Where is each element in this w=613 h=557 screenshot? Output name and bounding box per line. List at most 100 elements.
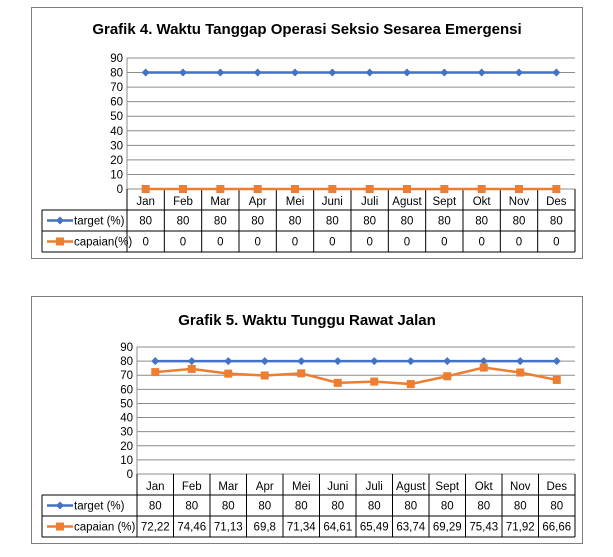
data-label: 74,46 — [177, 522, 206, 534]
category-label: Juni — [322, 196, 343, 208]
data-label: 69,29 — [433, 522, 462, 534]
data-label: 80 — [475, 216, 488, 228]
data-label: 0 — [478, 237, 484, 249]
legend-key-marker — [56, 216, 64, 225]
data-label: 80 — [185, 501, 198, 513]
y-tick-label: 50 — [120, 398, 133, 410]
category-label: Apr — [249, 196, 267, 208]
data-label: 63,74 — [396, 522, 425, 534]
data-label: 80 — [258, 501, 271, 513]
legend-key-marker — [56, 501, 64, 510]
chart-2-plot: 0 10 20 30 40 50 60 70 80 90 Jan Feb Mar Apr Mei Juni Ju… — [41, 342, 576, 538]
y-tick-label: 30 — [120, 427, 133, 439]
chart-panel-2: Grafik 5. Waktu Tunggu Rawat Jalan 0 10 20… — [31, 296, 583, 544]
data-label: 69,8 — [254, 522, 276, 534]
legend-key-marker — [56, 237, 64, 246]
data-point — [260, 371, 269, 380]
data-label: 71,34 — [287, 522, 316, 534]
data-label: 0 — [142, 237, 148, 249]
data-label: 80 — [326, 216, 339, 228]
data-label: 80 — [441, 501, 454, 513]
data-point — [297, 369, 306, 378]
category-label: Jan — [146, 481, 165, 493]
category-label: Sept — [432, 196, 456, 208]
y-tick-label: 10 — [110, 169, 123, 181]
data-point — [141, 185, 150, 193]
data-label: 72,22 — [141, 522, 170, 534]
chart-panel-1: Grafik 4. Waktu Tanggap Operasi Seksio S… — [31, 7, 583, 259]
legend-label: target (%) — [74, 501, 125, 513]
data-label: 0 — [553, 237, 559, 249]
data-label: 64,61 — [323, 522, 352, 534]
data-label: 80 — [222, 501, 235, 513]
category-label: Feb — [173, 196, 193, 208]
data-label: 0 — [404, 237, 410, 249]
data-point — [516, 368, 525, 377]
category-label: Juni — [327, 481, 348, 493]
data-label: 80 — [368, 501, 381, 513]
data-point — [440, 185, 449, 193]
data-point — [515, 185, 523, 193]
y-tick-label: 40 — [120, 413, 133, 425]
data-point — [224, 357, 233, 366]
data-point — [443, 357, 452, 366]
data-point — [552, 357, 561, 366]
data-point — [365, 68, 374, 77]
data-label: 0 — [329, 237, 335, 249]
chart-title: Grafik 5. Waktu Tunggu Rawat Jalan — [178, 312, 436, 329]
data-point — [179, 185, 187, 193]
data-label: 0 — [441, 237, 447, 249]
data-label: 71,92 — [506, 522, 535, 534]
data-point — [552, 185, 561, 193]
category-label: Mar — [218, 481, 238, 493]
category-label: Nov — [509, 196, 530, 208]
data-point — [443, 372, 452, 381]
data-label: 0 — [292, 237, 298, 249]
data-point — [291, 185, 299, 193]
y-tick-label: 40 — [110, 126, 123, 138]
data-point — [151, 368, 160, 377]
category-label: Jan — [136, 196, 155, 208]
data-point — [479, 357, 488, 366]
data-point — [141, 68, 150, 77]
category-label: Agust — [396, 481, 426, 493]
series-line — [155, 366, 557, 386]
legend-label: target (%) — [74, 216, 125, 228]
data-label: 80 — [401, 216, 414, 228]
category-label: Okt — [473, 196, 492, 208]
data-point — [328, 68, 337, 77]
data-label: 80 — [404, 501, 417, 513]
category-label: Des — [547, 481, 568, 493]
y-tick-label: 30 — [110, 140, 123, 152]
data-point — [333, 357, 342, 366]
y-tick-label: 90 — [110, 53, 123, 65]
data-label: 80 — [177, 216, 190, 228]
data-label: 80 — [514, 501, 527, 513]
data-label: 80 — [513, 216, 526, 228]
data-label: 80 — [331, 501, 344, 513]
legend-key-marker — [56, 522, 64, 531]
y-tick-label: 70 — [110, 82, 123, 94]
data-label: 80 — [438, 216, 451, 228]
category-label: Juli — [366, 481, 383, 493]
data-label: 80 — [295, 501, 308, 513]
data-point — [291, 68, 299, 77]
data-point — [406, 357, 415, 366]
category-label: Mei — [286, 196, 305, 208]
data-label: 66,66 — [542, 522, 571, 534]
data-point — [151, 357, 160, 366]
data-point — [260, 357, 269, 366]
data-label: 0 — [217, 237, 223, 249]
category-label: Apr — [256, 481, 274, 493]
data-label: 80 — [149, 501, 162, 513]
category-label: Mar — [210, 196, 230, 208]
y-tick-label: 90 — [120, 342, 133, 354]
y-tick-label: 60 — [110, 97, 123, 109]
data-point — [477, 185, 486, 193]
chart-1-plot: 0 10 20 30 40 50 60 70 80 90 Jan Feb Mar Apr Mei Juni Ju… — [41, 53, 576, 253]
legend-label: capaian(%) — [74, 237, 132, 249]
data-point — [370, 357, 379, 366]
category-label: Nov — [510, 481, 531, 493]
y-tick-label: 0 — [127, 469, 133, 481]
chart-title: Grafik 4. Waktu Tanggap Operasi Seksio S… — [92, 21, 522, 38]
